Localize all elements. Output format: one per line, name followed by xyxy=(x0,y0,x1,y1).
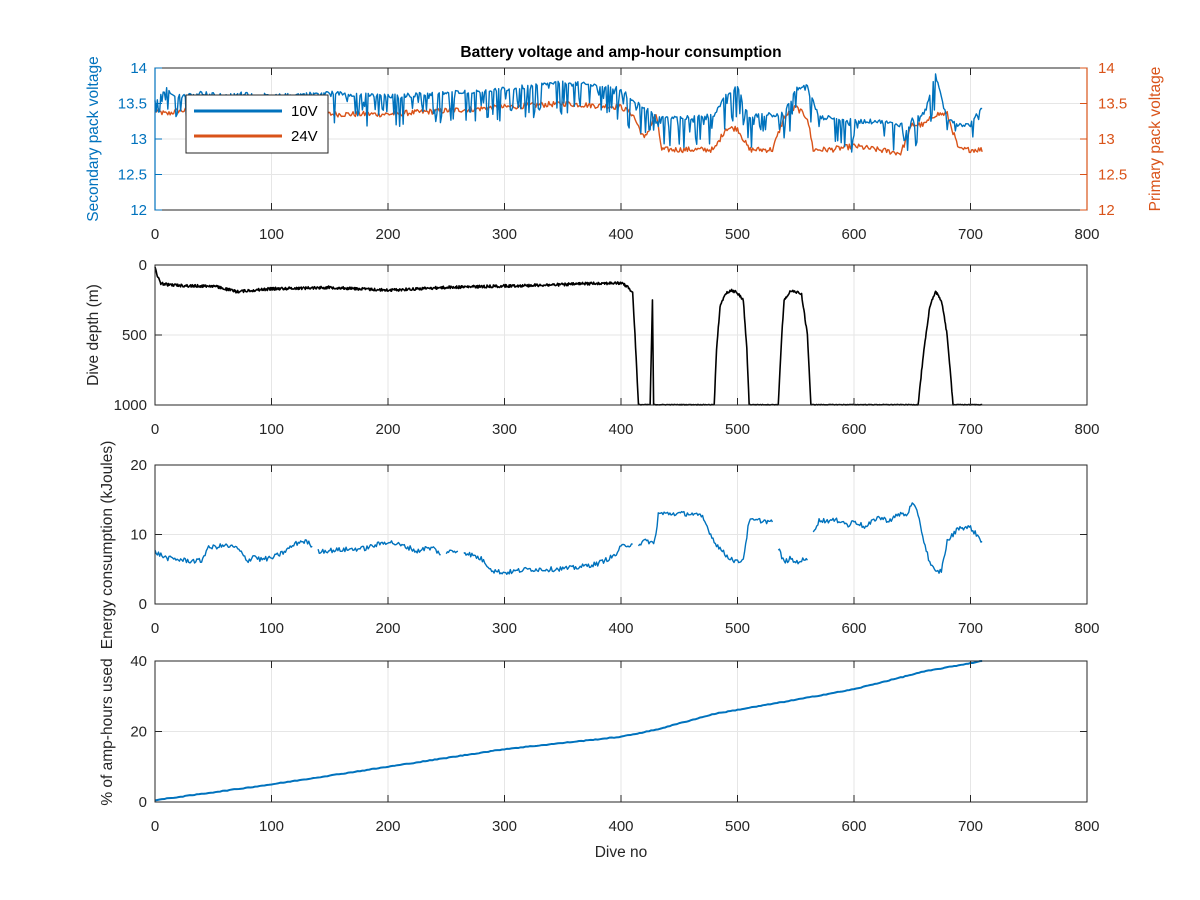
p2-xtick-label-1: 100 xyxy=(259,421,284,438)
p3-series-energy-seg-4 xyxy=(637,510,774,564)
p3-series-energy-seg-2 xyxy=(445,549,459,555)
legend-box xyxy=(185,94,329,154)
p3-xtick-label-5: 500 xyxy=(725,620,750,637)
p2-ylabel: Dive depth (m) xyxy=(85,284,102,386)
p1-ytick-label-0: 12 xyxy=(130,202,147,219)
p1-ytick-label-1: 12.5 xyxy=(118,167,147,184)
p1-xtick-label-5: 500 xyxy=(725,226,750,243)
p1-ylabel-right: Primary pack voltage xyxy=(1147,67,1164,212)
p1-ytick-right-label-0: 12 xyxy=(1098,202,1115,219)
p4-xtick-label-7: 700 xyxy=(958,818,983,835)
p4-ytick-label-1: 20 xyxy=(130,724,147,741)
p1-ytick-label-3: 13.5 xyxy=(118,96,147,113)
p3-xtick-label-0: 0 xyxy=(151,620,159,637)
p1-xtick-label-1: 100 xyxy=(259,226,284,243)
p1-xtick-label-6: 600 xyxy=(841,226,866,243)
p1-xtick-label-4: 400 xyxy=(608,226,633,243)
p4-xtick-label-0: 0 xyxy=(151,818,159,835)
p4-series-amphours xyxy=(154,660,983,802)
p2-xtick-label-6: 600 xyxy=(841,421,866,438)
p3-xtick-label-8: 800 xyxy=(1074,620,1099,637)
p4-ylabel: % of amp-hours used xyxy=(99,658,116,805)
p3-xtick-label-1: 100 xyxy=(259,620,284,637)
p4-xtick-label-5: 500 xyxy=(725,818,750,835)
p4-xtick-label-8: 800 xyxy=(1074,818,1099,835)
p3-series-energy-seg-0 xyxy=(154,539,313,564)
p4-ytick-label-2: 40 xyxy=(130,653,147,670)
legend-label-10V: 10V xyxy=(291,103,318,120)
p2-xtick-label-8: 800 xyxy=(1074,421,1099,438)
p1-ylabel-left: Secondary pack voltage xyxy=(85,56,102,221)
p4-ytick-label-0: 0 xyxy=(139,794,147,811)
p1-ytick-right-label-4: 14 xyxy=(1098,60,1115,77)
p2-ytick-label-1: 500 xyxy=(122,327,147,344)
p3-xtick-label-7: 700 xyxy=(958,620,983,637)
p4-xtick-label-1: 100 xyxy=(259,818,284,835)
p3-xtick-label-6: 600 xyxy=(841,620,866,637)
p2-ytick-label-2: 1000 xyxy=(114,397,147,414)
p3-ytick-label-1: 10 xyxy=(130,527,147,544)
p3-series-energy-seg-1 xyxy=(317,540,441,556)
p4-xtick-label-2: 200 xyxy=(375,818,400,835)
p2-xtick-label-3: 300 xyxy=(492,421,517,438)
p1-xtick-label-3: 300 xyxy=(492,226,517,243)
p3-xtick-label-2: 200 xyxy=(375,620,400,637)
p1-xtick-label-7: 700 xyxy=(958,226,983,243)
p3-xtick-label-4: 400 xyxy=(608,620,633,637)
figure-title: Battery voltage and amp-hour consumption xyxy=(460,44,781,61)
p2-series-depth xyxy=(154,266,983,406)
p1-xtick-label-8: 800 xyxy=(1074,226,1099,243)
p3-series-energy-seg-6 xyxy=(812,502,983,574)
p4-xtick-label-3: 300 xyxy=(492,818,517,835)
p3-ytick-label-2: 20 xyxy=(130,457,147,474)
p2-xtick-label-4: 400 xyxy=(608,421,633,438)
p4-xlabel: Dive no xyxy=(595,844,648,861)
p4-xtick-label-6: 600 xyxy=(841,818,866,835)
p2-xtick-label-2: 200 xyxy=(375,421,400,438)
p3-series-energy-seg-5 xyxy=(777,548,808,565)
p1-xtick-label-2: 200 xyxy=(375,226,400,243)
p2-ytick-label-0: 0 xyxy=(139,257,147,274)
p1-ytick-right-label-2: 13 xyxy=(1098,131,1115,148)
p1-ytick-right-label-1: 12.5 xyxy=(1098,167,1127,184)
p3-ylabel: Energy consumption (kJoules) xyxy=(99,441,116,650)
p1-ytick-right-label-3: 13.5 xyxy=(1098,96,1127,113)
p4-xtick-label-4: 400 xyxy=(608,818,633,835)
p1-xtick-label-0: 0 xyxy=(151,226,159,243)
p3-series-energy-seg-3 xyxy=(463,543,633,575)
p1-ytick-label-2: 13 xyxy=(130,131,147,148)
p2-xtick-label-5: 500 xyxy=(725,421,750,438)
p3-ytick-label-0: 0 xyxy=(139,596,147,613)
p2-xtick-label-0: 0 xyxy=(151,421,159,438)
p2-xtick-label-7: 700 xyxy=(958,421,983,438)
p1-ytick-label-4: 14 xyxy=(130,60,147,77)
p3-xtick-label-3: 300 xyxy=(492,620,517,637)
legend-label-24V: 24V xyxy=(291,128,318,145)
